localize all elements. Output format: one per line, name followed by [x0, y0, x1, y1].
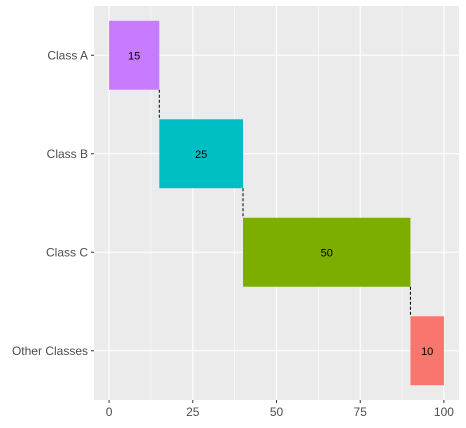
grid-major — [94, 6, 459, 400]
y-tick-label: Class C — [46, 245, 88, 259]
data-labels: 15 25 50 10 — [128, 50, 433, 358]
bars — [109, 20, 444, 386]
x-tick-label: 25 — [186, 405, 200, 419]
bar-class-c — [243, 217, 411, 287]
x-tick-label: 75 — [354, 405, 368, 419]
y-tick-label: Class B — [47, 147, 88, 161]
x-tick-label: 50 — [270, 405, 284, 419]
data-label: 25 — [195, 149, 207, 161]
y-tick-label: Other Classes — [12, 344, 88, 358]
data-label: 15 — [128, 50, 140, 62]
y-axis: Class A Class B Class C Other Classes — [12, 48, 94, 358]
bar-class-a — [109, 20, 160, 90]
bar-other-classes — [410, 316, 444, 386]
x-tick-label: 0 — [106, 405, 113, 419]
y-tick-label: Class A — [47, 48, 88, 62]
x-axis: 0 25 50 75 100 — [106, 400, 454, 419]
bar-class-b — [159, 119, 244, 189]
data-label: 50 — [321, 247, 333, 259]
data-label: 10 — [421, 346, 433, 358]
x-tick-label: 100 — [434, 405, 454, 419]
